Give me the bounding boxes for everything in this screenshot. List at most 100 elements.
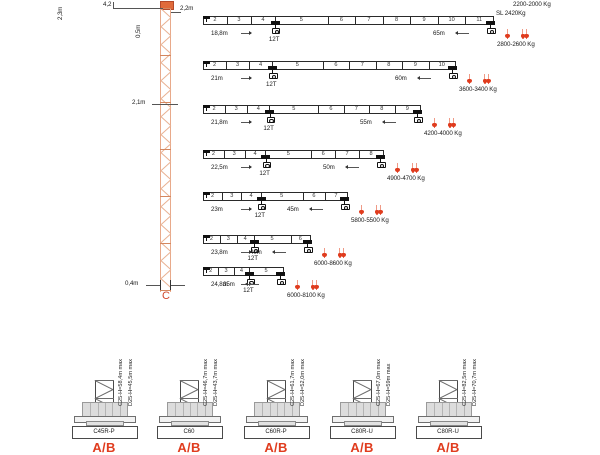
trolley-car bbox=[276, 272, 285, 276]
jib-segment-number: 3 bbox=[237, 17, 241, 24]
jib-bottom-chord bbox=[203, 275, 283, 276]
far-radius-arrow bbox=[382, 120, 385, 124]
cfg-ballast-division bbox=[204, 403, 206, 418]
capacity-label: 12T bbox=[268, 36, 280, 43]
cfg-tower-tie bbox=[438, 398, 458, 399]
load-hook-markers bbox=[467, 74, 491, 85]
cfg-height-line-2: D25-H=59m max bbox=[386, 363, 392, 406]
header-tip-load: 2200-2000 Kg bbox=[513, 1, 551, 8]
near-radius-label: 23m bbox=[211, 206, 223, 213]
near-radius-arrow bbox=[249, 250, 252, 254]
mast-top-width-label: 2,3m bbox=[57, 6, 64, 20]
jib-tip-block bbox=[203, 60, 210, 70]
jib-segment-number: 3 bbox=[235, 62, 240, 69]
jib-post bbox=[343, 105, 345, 114]
jib-top-chord bbox=[203, 105, 420, 106]
cfg-base-pad bbox=[171, 421, 209, 426]
jib-post bbox=[225, 105, 227, 114]
far-radius-label: 45m bbox=[287, 206, 299, 213]
trolley-car bbox=[303, 240, 312, 244]
tip-load-label: 4200-4000 Kg bbox=[424, 130, 462, 137]
cfg-ballast-division bbox=[355, 403, 357, 418]
jib-segment-number: 3 bbox=[224, 268, 228, 275]
jib-post bbox=[290, 235, 292, 244]
jib-segment-number: 2 bbox=[211, 151, 215, 158]
jib-segment-number: 5 bbox=[264, 268, 268, 275]
jib-segment-number: 5 bbox=[295, 62, 299, 69]
hook-marker-double-a bbox=[482, 74, 488, 85]
jib-tip-block bbox=[203, 234, 210, 244]
hook-marker-single bbox=[295, 280, 300, 291]
hook-block bbox=[377, 161, 386, 169]
jib-post bbox=[437, 16, 439, 25]
cfg-ballast-division bbox=[119, 403, 121, 418]
trolley-near bbox=[268, 66, 278, 80]
hoist-rope bbox=[417, 113, 418, 117]
jib-top-chord bbox=[203, 267, 283, 268]
cfg-dimension-box bbox=[72, 426, 138, 439]
jib-post bbox=[283, 267, 284, 276]
hook-marker-double-b bbox=[341, 248, 346, 259]
far-radius-leader bbox=[457, 33, 469, 34]
cfg-base-pad bbox=[86, 421, 124, 426]
jib-post bbox=[233, 267, 235, 276]
jib-segment-number: 2 bbox=[209, 268, 213, 275]
hook-marker-double-b bbox=[524, 29, 529, 40]
jib-bottom-chord bbox=[203, 69, 455, 70]
load-hook-markers bbox=[359, 205, 383, 216]
tip-load-label: 3600-3400 Kg bbox=[459, 86, 497, 93]
jib-post bbox=[335, 150, 337, 159]
jib-post bbox=[455, 61, 456, 70]
jib-row: 2 3 4 5 bbox=[203, 267, 284, 276]
load-hook-markers bbox=[432, 118, 456, 129]
jib-tip-block bbox=[203, 191, 210, 201]
cfg-height-line-1: C25-H=67,0m max bbox=[376, 358, 382, 406]
trolley-near bbox=[265, 110, 275, 124]
capacity-label: 12T bbox=[259, 170, 270, 177]
hook-block bbox=[269, 72, 278, 80]
jib-row: 2 3 4 5 6 7 8 9 bbox=[203, 105, 421, 114]
jib-segment-number: 8 bbox=[369, 151, 373, 158]
jib-post bbox=[253, 235, 255, 244]
far-radius-arrow bbox=[245, 282, 248, 286]
jib-post bbox=[203, 150, 204, 159]
jib-bottom-chord bbox=[203, 200, 347, 201]
hook-marker-double-b bbox=[414, 163, 419, 174]
cfg-base-code: C80R-U bbox=[351, 428, 373, 435]
trolley-near bbox=[261, 155, 271, 169]
mast-base-tick-r bbox=[170, 280, 171, 290]
cfg-ballast-division bbox=[434, 403, 436, 418]
near-radius-label: 21,8m bbox=[211, 119, 228, 126]
jib-segment-number: 5 bbox=[270, 236, 274, 243]
jib-post bbox=[420, 105, 421, 114]
hook-marker-double-a bbox=[374, 205, 380, 216]
jib-segment-number: 5 bbox=[280, 193, 284, 200]
jib-segment-number: 4 bbox=[239, 268, 244, 275]
hook-block bbox=[449, 72, 458, 80]
jib-post bbox=[318, 105, 320, 114]
capacity-label: 12T bbox=[266, 81, 277, 88]
hoist-rope bbox=[280, 275, 281, 279]
trolley-far bbox=[340, 197, 350, 211]
cfg-tower-tie bbox=[94, 380, 114, 381]
jib-segment-number: 4 bbox=[243, 236, 247, 243]
cfg-tower-diagonal bbox=[94, 380, 113, 390]
jib-post bbox=[311, 150, 313, 159]
mast-mid-width-dim: 2,1m bbox=[132, 99, 146, 106]
jib-post bbox=[260, 192, 262, 201]
hook-marker-double-a bbox=[520, 29, 526, 40]
jib-segment-number: 5 bbox=[292, 106, 296, 113]
jib-post bbox=[359, 150, 361, 159]
hook-block bbox=[262, 161, 271, 169]
near-radius-arrow bbox=[249, 76, 252, 80]
near-radius-leader bbox=[241, 122, 251, 123]
jib-segment-number: 2 bbox=[212, 106, 216, 113]
trolley-car bbox=[249, 240, 259, 244]
mast-base-leader-l bbox=[146, 285, 160, 286]
jib-segment-number: 4 bbox=[253, 151, 257, 158]
cfg-variant-label: A/B bbox=[436, 440, 460, 455]
far-radius-label: 65m bbox=[433, 30, 445, 37]
base-configuration: C60R-P A/B C25-H=61,7m max D25-H=52,0m max bbox=[232, 358, 332, 455]
hoist-rope bbox=[344, 200, 345, 204]
cfg-base-pad bbox=[258, 421, 296, 426]
